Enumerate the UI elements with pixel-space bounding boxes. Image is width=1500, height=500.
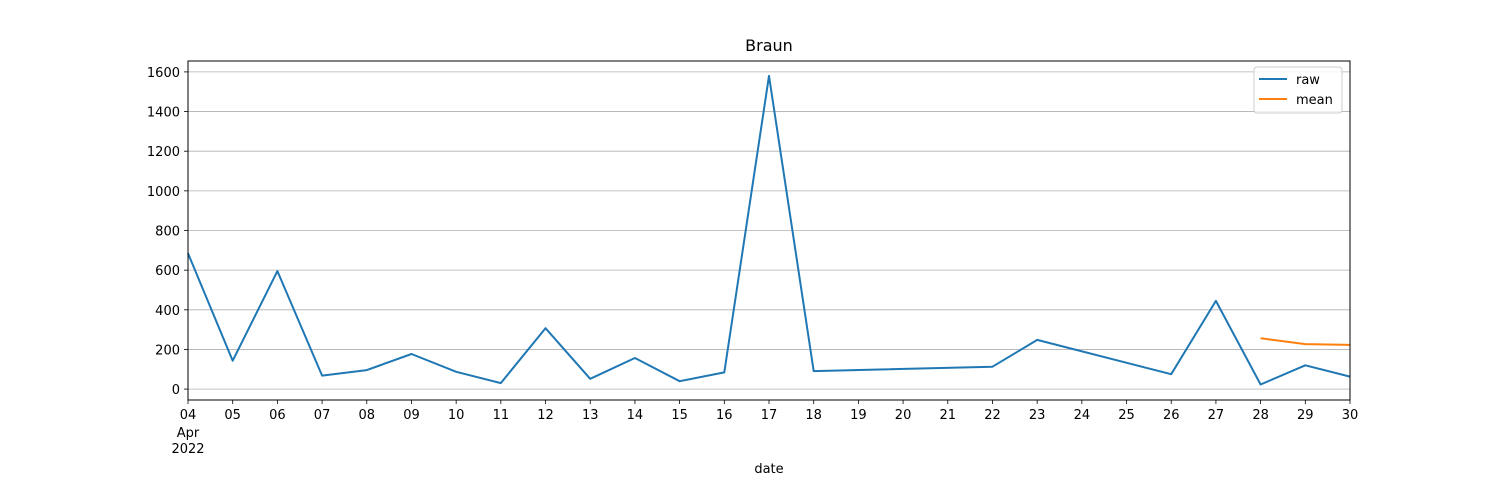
data-point-raw [232, 360, 234, 362]
data-point-raw [500, 382, 502, 384]
x-tick-label: 28 [1252, 408, 1269, 423]
data-point-raw [366, 369, 368, 371]
x-tick-label: 25 [1118, 408, 1135, 423]
x-tick-label: 22 [984, 408, 1001, 423]
data-point-raw [276, 270, 278, 272]
x-tick-label: 18 [805, 408, 822, 423]
x-tick-label: 23 [1029, 408, 1046, 423]
x-tick-label: 09 [403, 408, 420, 423]
x-tick-label: 15 [671, 408, 688, 423]
series-line-mean [1260, 337, 1351, 346]
x-tick-year: 2022 [171, 442, 204, 457]
x-tick-label: 16 [716, 408, 733, 423]
x-tick-label: 10 [448, 408, 465, 423]
x-axis-label: date [754, 462, 783, 477]
data-point-raw [589, 378, 591, 380]
data-point-raw [411, 353, 413, 355]
series-layer [187, 74, 1351, 386]
data-point-raw [768, 75, 770, 77]
x-tick-label: 04 [180, 408, 197, 423]
legend-label-mean: mean [1296, 93, 1333, 108]
y-tick-label: 0 [172, 383, 180, 398]
y-tick-label: 1600 [147, 66, 180, 81]
data-point-raw [634, 357, 636, 359]
data-point-raw [992, 366, 994, 368]
x-tick-label: 19 [850, 408, 867, 423]
x-tick-label: 07 [314, 408, 331, 423]
data-point-mean [1304, 343, 1306, 345]
y-tick-label: 200 [155, 343, 180, 358]
data-point-raw [679, 380, 681, 382]
x-tick-label: 29 [1297, 408, 1314, 423]
x-tick-label: 14 [627, 408, 644, 423]
chart-title: Braun [745, 36, 793, 55]
data-point-raw [545, 327, 547, 329]
data-point-mean [1260, 337, 1262, 339]
data-point-raw [1170, 373, 1172, 375]
y-tick-label: 800 [155, 225, 180, 240]
x-tick-label: 13 [582, 408, 599, 423]
series-line-raw [187, 74, 1351, 386]
data-point-raw [1215, 300, 1217, 302]
y-tick-label: 1000 [147, 185, 180, 200]
data-point-raw [321, 375, 323, 377]
y-axis: 0 200 400 600 800 1000 1200 1400 1600 [147, 66, 188, 398]
x-tick-label: 17 [761, 408, 778, 423]
x-tick-label: 05 [224, 408, 241, 423]
data-point-raw [813, 370, 815, 372]
legend: raw mean [1253, 66, 1343, 114]
data-point-raw [723, 371, 725, 373]
y-tick-label: 1400 [147, 106, 180, 121]
x-tick-label: 30 [1342, 408, 1359, 423]
x-tick-label: 11 [493, 408, 510, 423]
data-point-raw [1304, 364, 1306, 366]
legend-label-raw: raw [1296, 73, 1320, 88]
x-axis: Apr 2022 04 05 06 07 08 09 10 11 12 13 14 15 16 17 18 1… [171, 400, 1358, 457]
x-tick-label: 12 [537, 408, 554, 423]
x-tick-label: 27 [1208, 408, 1225, 423]
x-tick-month: Apr [177, 426, 200, 441]
y-tick-label: 600 [155, 264, 180, 279]
data-point-raw [455, 371, 457, 373]
x-tick-label: 21 [939, 408, 956, 423]
x-tick-label: 08 [358, 408, 375, 423]
y-tick-label: 1200 [147, 145, 180, 160]
data-point-raw [1036, 339, 1038, 341]
gridlines [188, 71, 1350, 390]
x-tick-label: 06 [269, 408, 286, 423]
data-point-raw [1260, 384, 1262, 386]
x-tick-label: 20 [895, 408, 912, 423]
x-tick-label: 26 [1163, 408, 1180, 423]
y-tick-label: 400 [155, 304, 180, 319]
x-tick-label: 24 [1074, 408, 1091, 423]
